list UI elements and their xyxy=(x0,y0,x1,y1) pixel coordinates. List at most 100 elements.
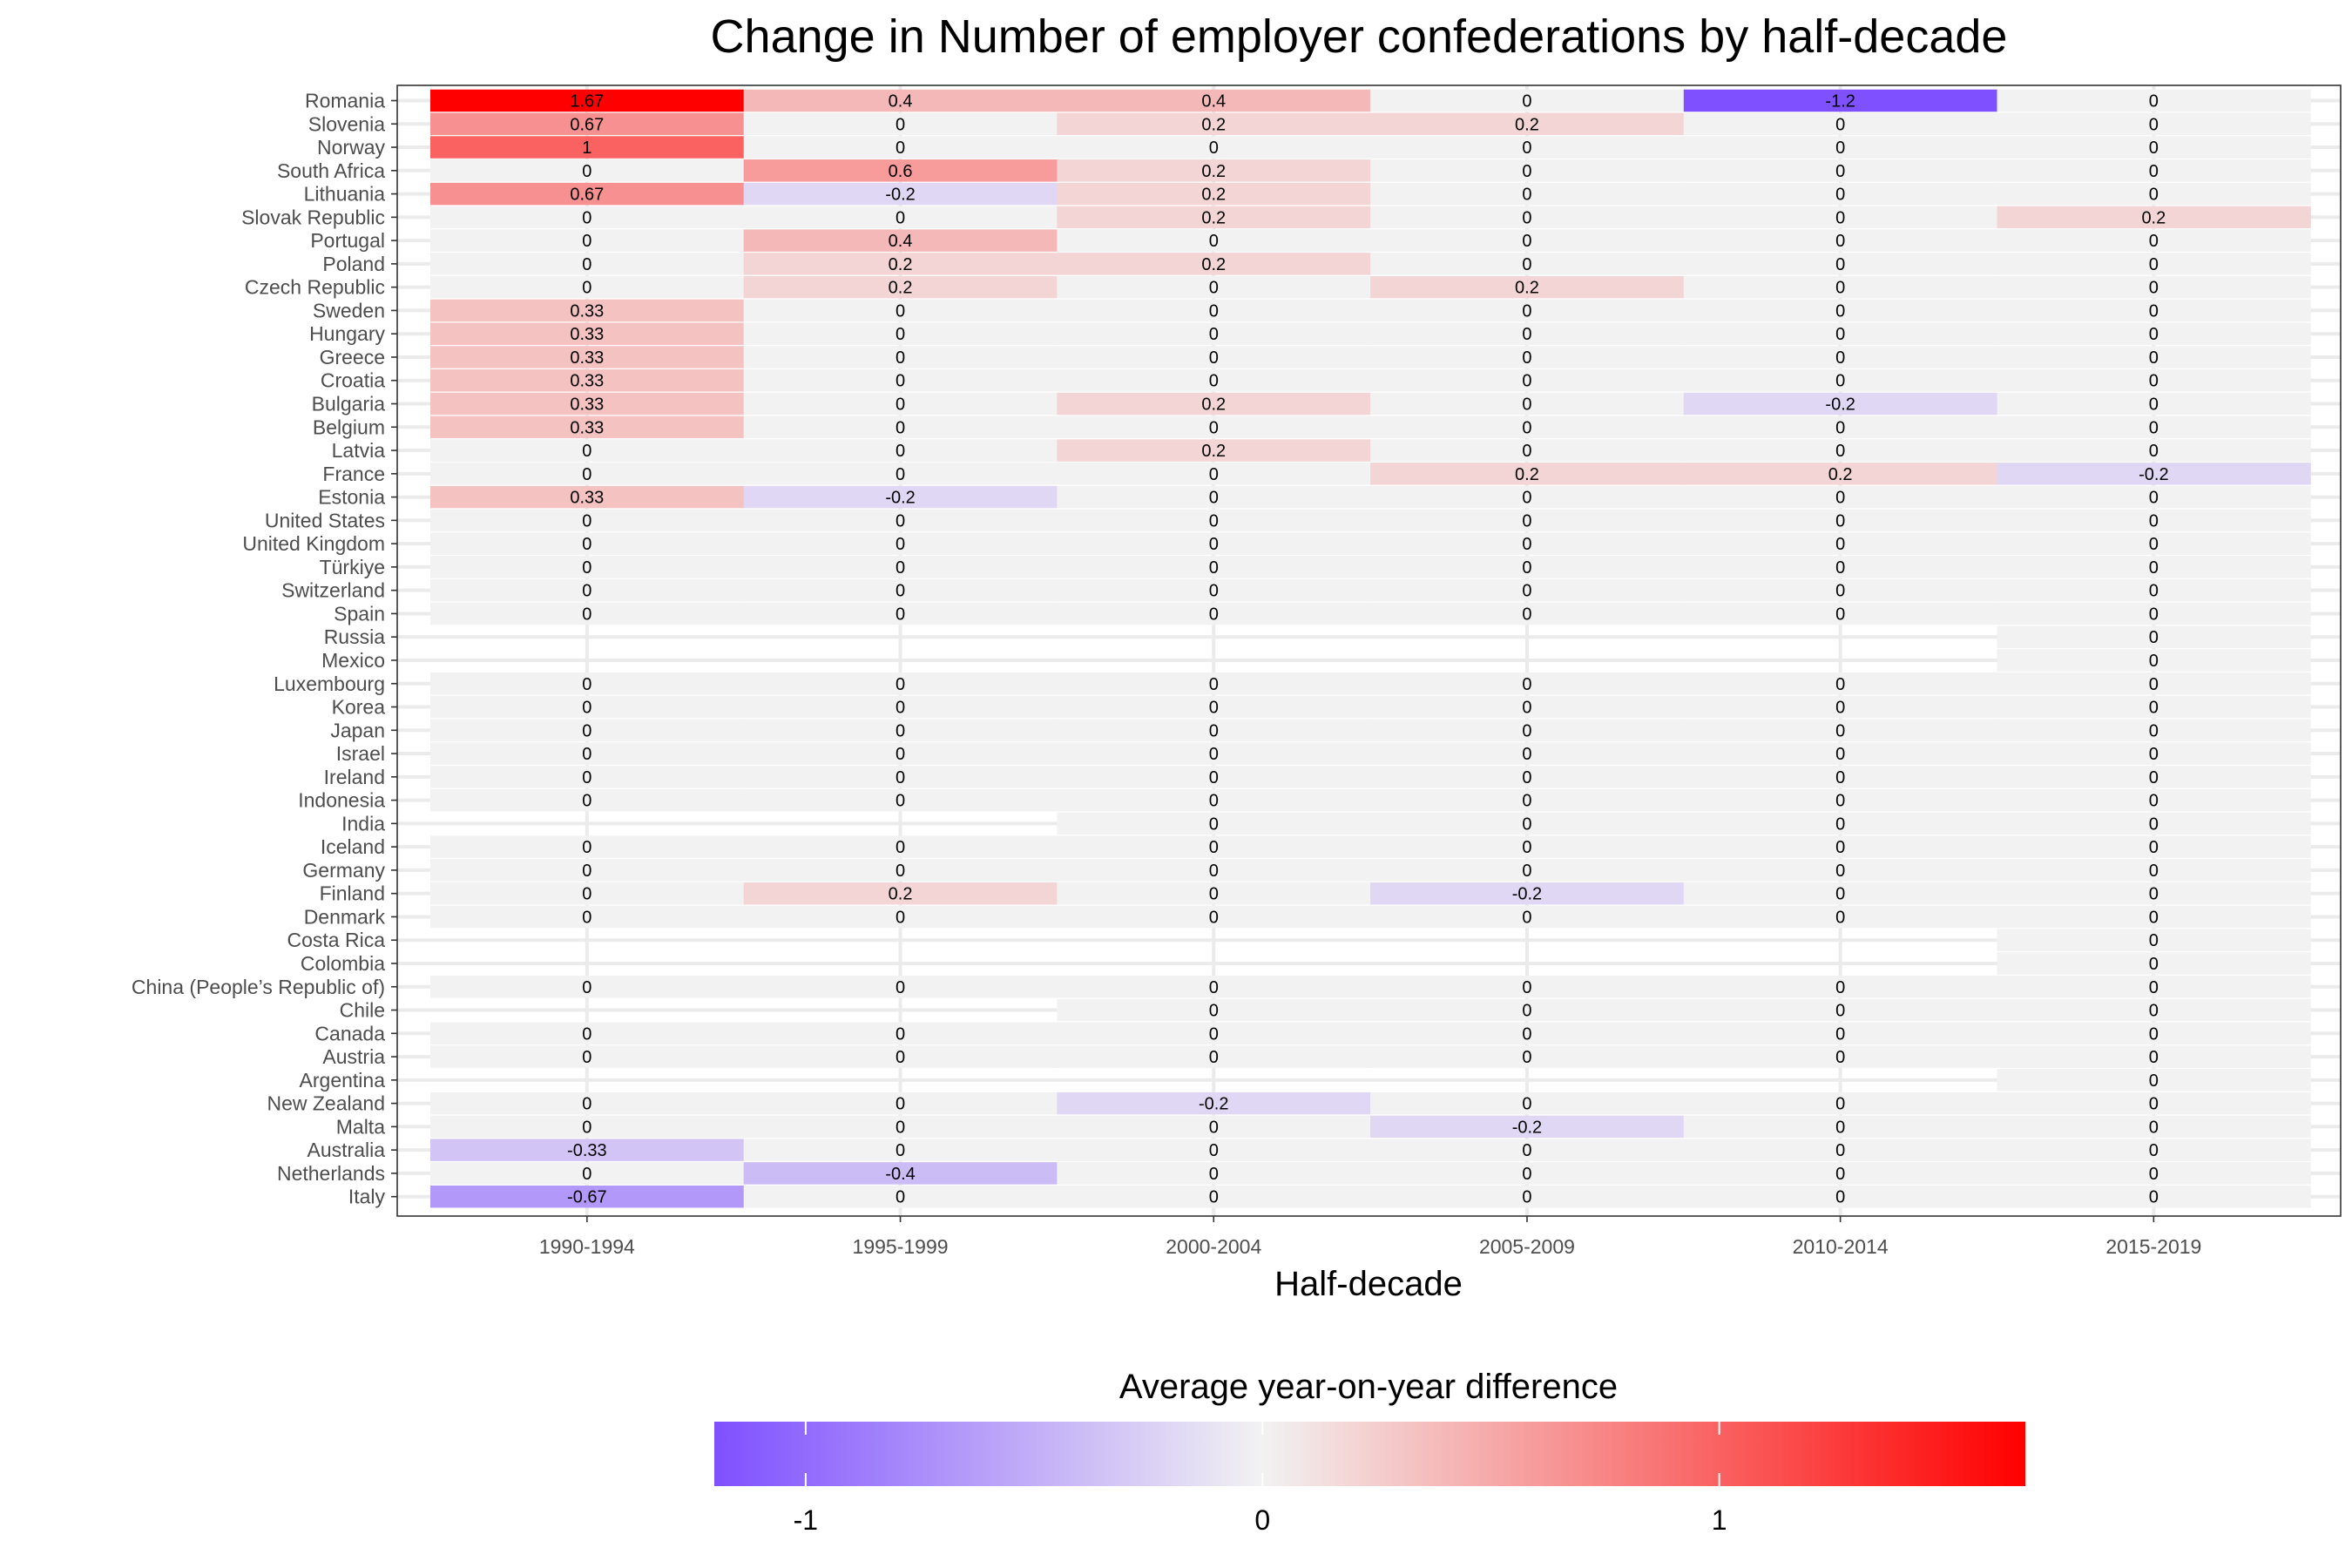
cell-value-label: 0 xyxy=(2149,372,2159,391)
cell-value-label: -0.67 xyxy=(567,1188,607,1207)
cell-value-label: 0 xyxy=(1209,745,1219,764)
cell-value-label: 0 xyxy=(1209,1002,1219,1021)
heatmap-cell xyxy=(1370,206,1685,229)
cell-value-label: 0 xyxy=(2149,792,2159,811)
heatmap-cell xyxy=(1057,346,1371,368)
cell-value-label: 0 xyxy=(2149,931,2159,950)
heatmap-cell xyxy=(430,578,745,602)
cell-value-label: 0 xyxy=(1209,814,1219,834)
cell-value-label: 0 xyxy=(1522,1165,1531,1184)
heatmap-cell xyxy=(430,346,745,368)
heatmap-cell xyxy=(1370,253,1685,275)
heatmap-cell xyxy=(1997,1022,2311,1045)
heatmap-cell xyxy=(1370,1139,1685,1161)
heatmap-cell xyxy=(430,556,745,578)
cell-value-label: 0 xyxy=(896,1141,905,1160)
heatmap-cell xyxy=(1683,509,1998,532)
cell-value-label: 0 xyxy=(1209,1024,1219,1044)
cell-value-label: 0 xyxy=(1522,162,1531,181)
heatmap-cell xyxy=(1997,882,2311,905)
y-tick-label: Malta xyxy=(336,1115,385,1138)
heatmap-cell xyxy=(743,368,1058,392)
heatmap-cell xyxy=(1370,578,1685,602)
cell-value-label: 0 xyxy=(582,558,591,578)
heatmap-cell xyxy=(1057,463,1371,485)
cell-value-label: 0 xyxy=(1835,978,1845,997)
heatmap-cell xyxy=(743,742,1058,765)
heatmap-cell xyxy=(1057,253,1371,275)
y-tick-label: Hungary xyxy=(309,322,385,345)
heatmap-cell xyxy=(430,835,745,858)
heatmap-cell xyxy=(1997,1115,2311,1139)
cell-value-label: 0 xyxy=(582,838,591,857)
heatmap-cell xyxy=(430,89,745,112)
cell-value-label: 0.2 xyxy=(1515,279,1539,298)
y-tick-label: Norway xyxy=(317,136,385,159)
heatmap-cell xyxy=(1683,159,1998,182)
heatmap-cell xyxy=(1683,136,1998,159)
cell-value-label: -0.33 xyxy=(567,1141,607,1160)
cell-value-label: 0.2 xyxy=(1201,442,1226,461)
heatmap-cell xyxy=(1683,322,1998,345)
cell-value-label: 0 xyxy=(896,582,905,601)
cell-value-label: 0 xyxy=(1522,1024,1531,1044)
heatmap-cell xyxy=(1683,229,1998,252)
heatmap-cell xyxy=(430,159,745,182)
heatmap-cell xyxy=(1370,788,1685,812)
cell-value-label: 0 xyxy=(896,978,905,997)
y-tick-label: Croatia xyxy=(321,369,385,392)
heatmap-cell xyxy=(743,976,1058,998)
heatmap-cell xyxy=(1997,509,2311,532)
heatmap-cell xyxy=(430,182,745,206)
heatmap-cell xyxy=(1683,112,1998,136)
cell-value-label: 0 xyxy=(1209,978,1219,997)
cell-value-label: 0.2 xyxy=(889,255,913,274)
cell-value-label: 0.2 xyxy=(1201,255,1226,274)
heatmap-cell xyxy=(430,719,745,742)
cell-value-label: 0 xyxy=(1835,1024,1845,1044)
cell-value-label: 0 xyxy=(1522,489,1531,508)
heatmap-cells xyxy=(430,89,2311,1208)
heatmap-cell xyxy=(430,136,745,159)
y-tick-label: Luxembourg xyxy=(274,672,385,695)
cell-value-label: 0.2 xyxy=(889,279,913,298)
heatmap-cell xyxy=(1683,695,1998,719)
heatmap-cell xyxy=(1683,976,1998,998)
cell-value-label: 0 xyxy=(1209,605,1219,624)
heatmap-cell xyxy=(1370,1045,1685,1068)
cell-value-label: 0 xyxy=(582,535,591,554)
heatmap-cell xyxy=(1683,1045,1998,1068)
cell-value-label: 0 xyxy=(896,442,905,461)
heatmap-cell xyxy=(1370,695,1685,719)
cell-value-label: 0 xyxy=(2149,652,2159,671)
heatmap-cell xyxy=(1997,439,2311,462)
cell-value-label: 0 xyxy=(1522,139,1531,158)
cell-value-label: 0 xyxy=(1522,442,1531,461)
heatmap-cell xyxy=(1370,882,1685,905)
cell-value-label: 0 xyxy=(1835,605,1845,624)
heatmap-cell xyxy=(1057,299,1371,322)
heatmap-cell xyxy=(1370,719,1685,742)
cell-value-label: 0 xyxy=(1522,1141,1531,1160)
heatmap-cell xyxy=(1057,719,1371,742)
cell-value-label: 0 xyxy=(2149,1165,2159,1184)
heatmap-cell xyxy=(1683,742,1998,765)
cell-value-label: 0 xyxy=(582,162,591,181)
y-tick-label: Costa Rica xyxy=(287,929,386,951)
cell-value-label: 0 xyxy=(1835,908,1845,927)
heatmap-cell xyxy=(430,463,745,485)
cell-value-label: 0 xyxy=(896,721,905,740)
cell-value-label: 0 xyxy=(1835,838,1845,857)
heatmap-cell xyxy=(743,1022,1058,1045)
color-legend: Average year-on-year difference -1 0 1 xyxy=(714,1368,2025,1536)
heatmap-cell xyxy=(1057,1185,1371,1208)
heatmap-cell xyxy=(743,89,1058,112)
y-tick-label: Belgium xyxy=(313,416,385,438)
cell-value-label: 0 xyxy=(1209,465,1219,484)
heatmap-cell xyxy=(430,1139,745,1161)
heatmap-cell xyxy=(743,766,1058,788)
heatmap-cell xyxy=(1370,322,1685,345)
heatmap-cell xyxy=(1997,719,2311,742)
heatmap-cell xyxy=(430,1092,745,1115)
cell-value-label: 0 xyxy=(1522,582,1531,601)
